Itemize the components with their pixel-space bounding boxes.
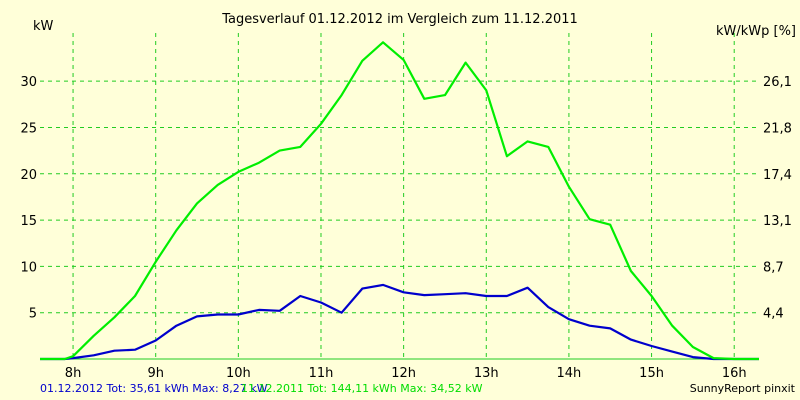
x-tick-label: 10h	[226, 366, 251, 381]
x-tick-labels: 8h 9h 10h 11h 12h 13h 14h 15h 16h	[65, 366, 747, 381]
y-axis-label-right: kW/kWp [%]	[716, 24, 796, 39]
legend-2012-info: 01.12.2012 Tot: 35,61 kWh Max: 8,27 kW	[40, 382, 268, 395]
x-tick-label: 16h	[722, 366, 747, 381]
series-line-2011	[40, 41, 759, 361]
x-tick-label: 13h	[474, 366, 499, 381]
x-tick-label: 12h	[391, 366, 416, 381]
x-tick-label: 14h	[557, 366, 582, 381]
y-axis-label-left: kW	[33, 19, 54, 34]
y-tick-label-right: 4,4	[763, 307, 784, 322]
x-tick-label: 9h	[147, 366, 164, 381]
y-tick-label-right: 8,7	[763, 260, 784, 275]
y-tick-label-left: 10	[20, 260, 37, 275]
y-tick-labels-right: 4,4 8,7 13,1 17,4 21,8 26,1	[763, 75, 792, 322]
y-tick-label-left: 30	[20, 75, 37, 90]
y-tick-label-left: 20	[20, 168, 37, 183]
series-line-2012	[40, 283, 759, 361]
credit-text: SunnyReport pinxit	[690, 382, 796, 395]
x-tick-label: 15h	[639, 366, 664, 381]
series-lines	[40, 41, 759, 361]
y-tick-label-left: 5	[29, 307, 37, 322]
y-tick-label-right: 17,4	[763, 168, 792, 183]
grid-lines	[40, 33, 759, 359]
y-tick-label-right: 13,1	[763, 214, 792, 229]
y-tick-label-left: 15	[20, 214, 37, 229]
y-tick-label-right: 26,1	[763, 75, 792, 90]
y-tick-label-right: 21,8	[763, 121, 792, 136]
x-tick-label: 11h	[309, 366, 334, 381]
chart-title: Tagesverlauf 01.12.2012 im Vergleich zum…	[221, 12, 578, 27]
y-tick-labels-left: 5 10 15 20 25 30	[20, 75, 37, 322]
x-tick-label: 8h	[65, 366, 82, 381]
y-tick-label-left: 25	[20, 121, 37, 136]
legend-2011-info: 11.12.2011 Tot: 144,11 kWh Max: 34,52 kW	[241, 382, 483, 395]
